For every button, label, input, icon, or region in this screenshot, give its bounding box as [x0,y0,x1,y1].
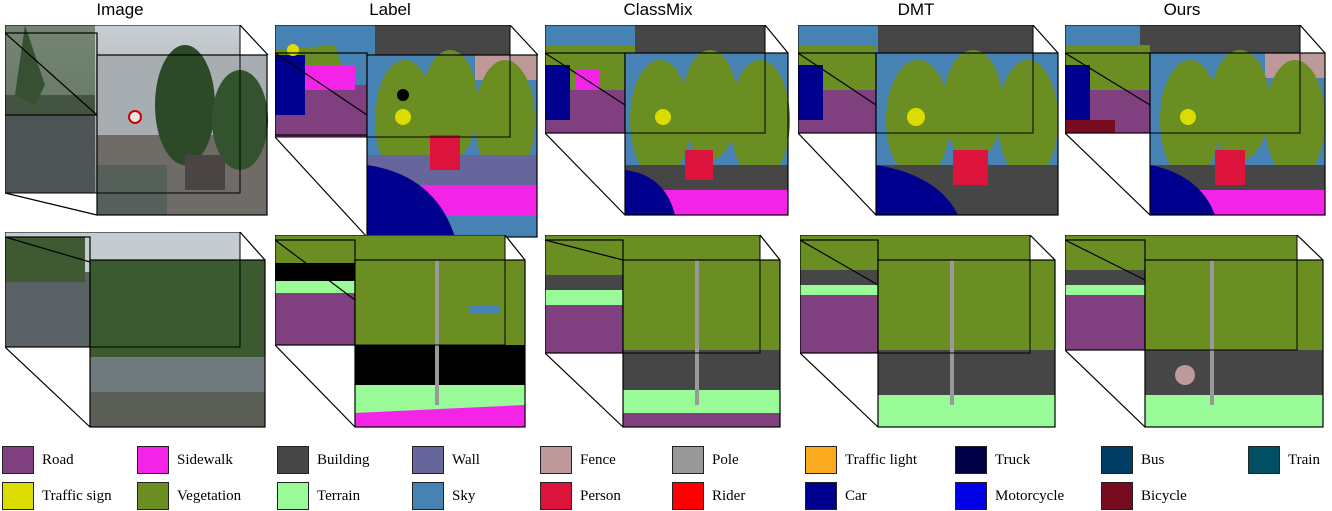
legend-item-fence: Fence [540,445,616,475]
legend-label-train: Train [1288,451,1320,468]
legend-swatch-pole [672,446,704,474]
legend-swatch-person [540,482,572,510]
legend-label-bicycle: Bicycle [1141,487,1187,504]
legend-swatch-building [277,446,309,474]
legend-swatch-vegetation [137,482,169,510]
image-panel-row1 [5,25,269,216]
legend-label-rider: Rider [712,487,746,504]
legend-item-vegetation: Vegetation [137,481,241,511]
legend-item-person: Person [540,481,621,511]
dmt-panel-row2 [800,235,1056,428]
column-title-label: Label [369,0,411,19]
legend-swatch-rider [672,482,704,510]
legend-swatch-bicycle [1101,482,1133,510]
column-title-ours: Ours [1163,0,1201,19]
image-panel-row2 [5,232,266,428]
legend-swatch-sidewalk [137,446,169,474]
legend-item-pole: Pole [672,445,739,475]
legend-label-wall: Wall [452,451,480,468]
legend-label-person: Person [580,487,621,504]
legend-label-vegetation: Vegetation [177,487,242,504]
column-title-dmt: DMT [897,0,935,19]
legend-item-bus: Bus [1101,445,1164,475]
legend-item-car: Car [805,481,867,511]
legend-swatch-traffic-light [805,446,837,474]
legend-item-terrain: Terrain [277,481,360,511]
legend-label-traffic-light: Traffic light [845,451,918,468]
legend-label-motorcycle: Motorcycle [995,487,1065,504]
dmt-panel-row1 [798,25,1059,216]
legend-item-traffic-sign: Traffic sign [2,481,112,511]
legend-label-car: Car [845,487,867,504]
legend-item-road: Road [2,445,74,475]
legend-item-traffic-light: Traffic light [805,445,917,475]
legend-label-traffic-sign: Traffic sign [42,487,112,504]
legend-item-motorcycle: Motorcycle [955,481,1064,511]
legend-item-train: Train [1248,445,1320,475]
legend-swatch-truck [955,446,987,474]
ours-panel-row2 [1065,235,1324,428]
legend-swatch-bus [1101,446,1133,474]
column-title-classmix: ClassMix [623,0,693,19]
classmix-panel-row1 [545,25,790,216]
legend-label-sky: Sky [452,487,476,504]
legend-swatch-motorcycle [955,482,987,510]
legend-item-building: Building [277,445,370,475]
legend-swatch-road [2,446,34,474]
label-panel-row1 [275,25,539,238]
legend-swatch-train [1248,446,1280,474]
legend-label-terrain: Terrain [317,487,361,504]
legend-item-sky: Sky [412,481,475,511]
legend-label-pole: Pole [712,451,739,468]
column-title-image: Image [96,0,144,19]
legend-swatch-wall [412,446,444,474]
legend-swatch-terrain [277,482,309,510]
legend-label-road: Road [42,451,74,468]
legend-item-sidewalk: Sidewalk [137,445,233,475]
legend-swatch-car [805,482,837,510]
legend-item-wall: Wall [412,445,480,475]
legend-label-bus: Bus [1141,451,1165,468]
legend-swatch-traffic-sign [2,482,34,510]
legend-label-sidewalk: Sidewalk [177,451,233,468]
label-panel-row2 [275,235,526,428]
legend-swatch-fence [540,446,572,474]
legend-item-truck: Truck [955,445,1030,475]
ours-panel-row1 [1065,25,1326,216]
legend-label-building: Building [317,451,370,468]
legend-label-truck: Truck [995,451,1031,468]
legend-item-rider: Rider [672,481,745,511]
classmix-panel-row2 [545,235,781,428]
legend-swatch-sky [412,482,444,510]
legend-item-bicycle: Bicycle [1101,481,1187,511]
legend-label-fence: Fence [580,451,616,468]
